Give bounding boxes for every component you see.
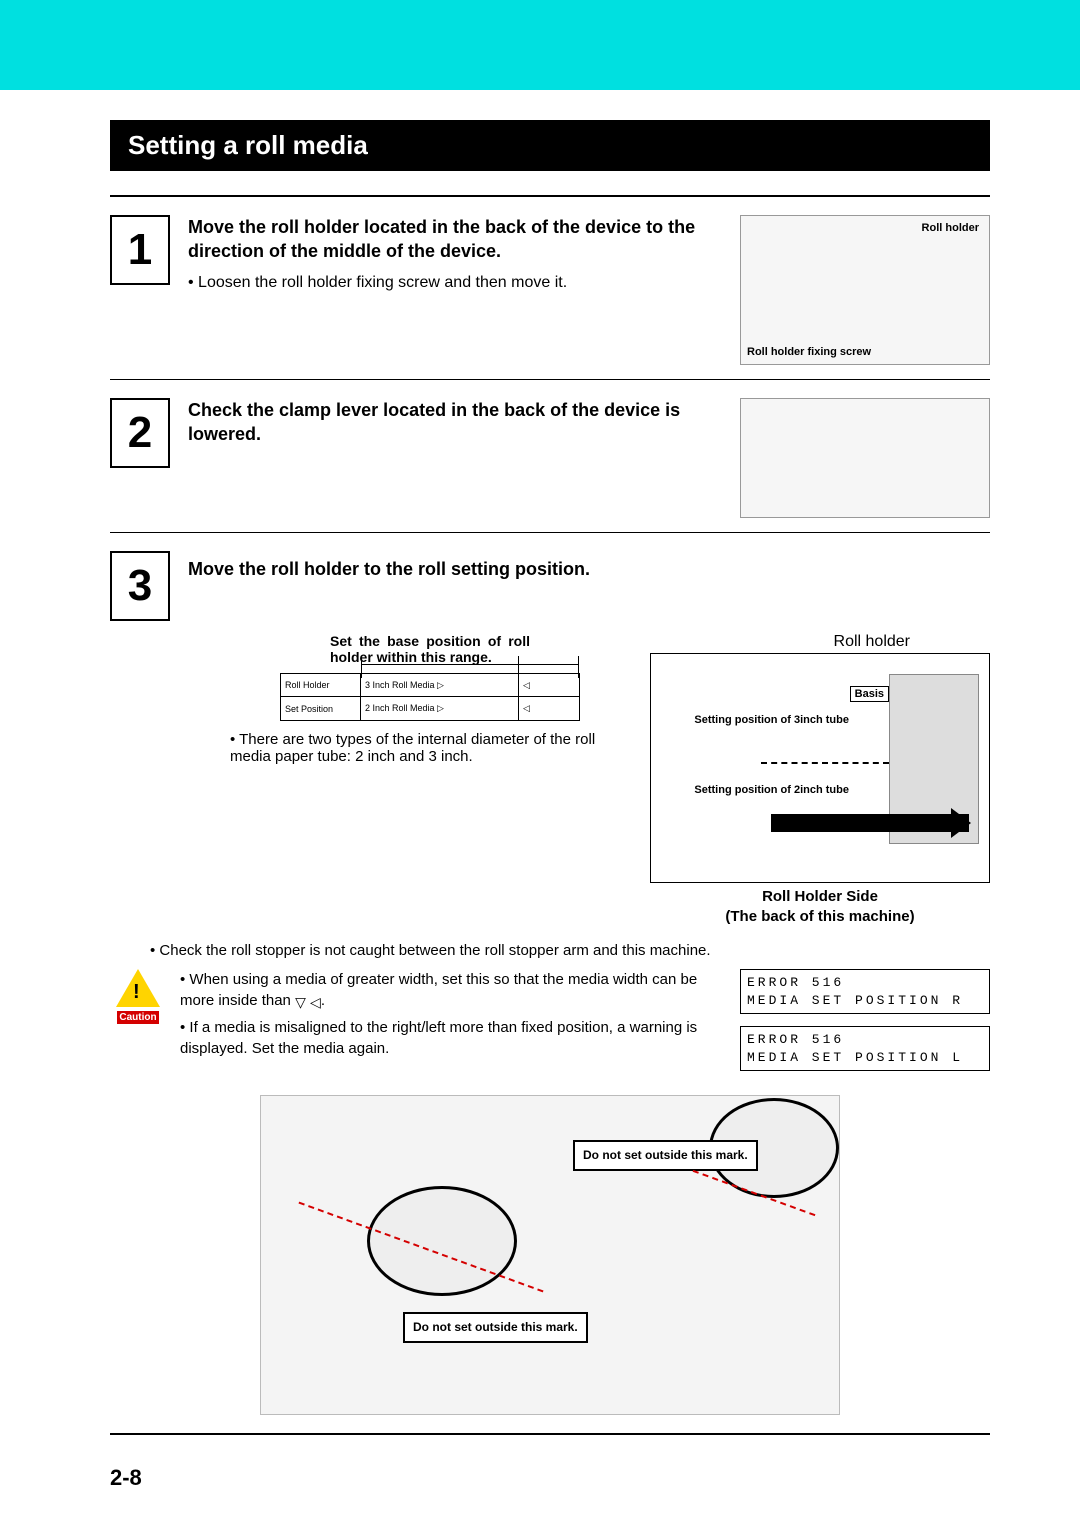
table-cell: Roll Holder: [281, 674, 361, 697]
tube-note: • There are two types of the internal di…: [230, 731, 630, 765]
page-number: 2-8: [110, 1465, 990, 1491]
caution-label: Caution: [117, 1011, 158, 1024]
divider: [110, 1433, 990, 1435]
caution-item-2: • If a media is misaligned to the right/…: [180, 1017, 726, 1059]
caution-icon: !: [116, 969, 160, 1007]
label-fixing-screw: Roll holder fixing screw: [747, 346, 871, 358]
step-number: 1: [110, 215, 170, 285]
range-diagram: Roll Holder 3 Inch Roll Media ▷ ◁ Set Po…: [280, 673, 580, 721]
zoom-detail-left: [367, 1186, 517, 1296]
step1-illustration: Roll holder Roll holder fixing screw: [740, 215, 990, 365]
lcd-line: MEDIA SET POSITION R: [747, 992, 983, 1010]
step-1: 1 Move the roll holder located in the ba…: [110, 215, 990, 365]
lcd-error-2: ERROR 516 MEDIA SET POSITION L: [740, 1026, 990, 1071]
step-3: 3 Move the roll holder to the roll setti…: [110, 551, 990, 621]
label-roll-holder: Roll holder: [834, 633, 910, 651]
page-body: Setting a roll media 1 Move the roll hol…: [0, 90, 1080, 1521]
step3-body: Set the base position of roll holder wit…: [110, 633, 990, 926]
step-heading: Check the clamp lever located in the bac…: [188, 398, 722, 447]
divider: [110, 532, 990, 533]
table-cell: ◁: [519, 674, 579, 697]
step-bullet: • Loosen the roll holder fixing screw an…: [188, 274, 722, 292]
step-heading: Move the roll holder to the roll setting…: [188, 557, 990, 581]
direction-arrow-icon: [771, 814, 969, 832]
top-banner: [0, 0, 1080, 90]
table-cell: 2 Inch Roll Media ▷: [361, 697, 519, 720]
divider: [110, 195, 990, 197]
step-number: 2: [110, 398, 170, 468]
label-setting-3inch: Setting position of 3inch tube: [694, 714, 849, 726]
table-cell: ◁: [519, 697, 579, 720]
roll-holder-diagram: Basis Setting position of 3inch tube Set…: [650, 653, 990, 883]
label-setting-2inch: Setting position of 2inch tube: [694, 784, 849, 796]
step-number: 3: [110, 551, 170, 621]
caution-block: ! Caution • When using a media of greate…: [110, 969, 990, 1083]
lcd-line: ERROR 516: [747, 1031, 983, 1049]
triangle-left-icon: ◁: [310, 993, 321, 1013]
callout-do-not-set-r: Do not set outside this mark.: [573, 1140, 758, 1170]
diagram-caption-line1: Roll Holder Side: [762, 888, 878, 905]
divider: [110, 379, 990, 380]
machine-illustration: Do not set outside this mark. Do not set…: [260, 1095, 840, 1415]
step-2: 2 Check the clamp lever located in the b…: [110, 398, 990, 518]
triangle-down-icon: ▽: [295, 993, 306, 1013]
label-basis: Basis: [850, 686, 889, 702]
lcd-error-1: ERROR 516 MEDIA SET POSITION R: [740, 969, 990, 1014]
label-roll-holder: Roll holder: [922, 222, 979, 234]
callout-do-not-set-l: Do not set outside this mark.: [403, 1312, 588, 1342]
step2-illustration: [740, 398, 990, 518]
diagram-caption-line2: (The back of this machine): [725, 908, 914, 925]
lcd-line: ERROR 516: [747, 974, 983, 992]
section-title: Setting a roll media: [110, 120, 990, 171]
stopper-note: • Check the roll stopper is not caught b…: [150, 942, 990, 959]
lcd-line: MEDIA SET POSITION L: [747, 1049, 983, 1067]
table-cell: 3 Inch Roll Media ▷: [361, 674, 519, 697]
table-cell: Set Position: [281, 697, 361, 720]
caution-item-1: • When using a media of greater width, s…: [180, 969, 726, 1011]
step-heading: Move the roll holder located in the back…: [188, 215, 722, 264]
